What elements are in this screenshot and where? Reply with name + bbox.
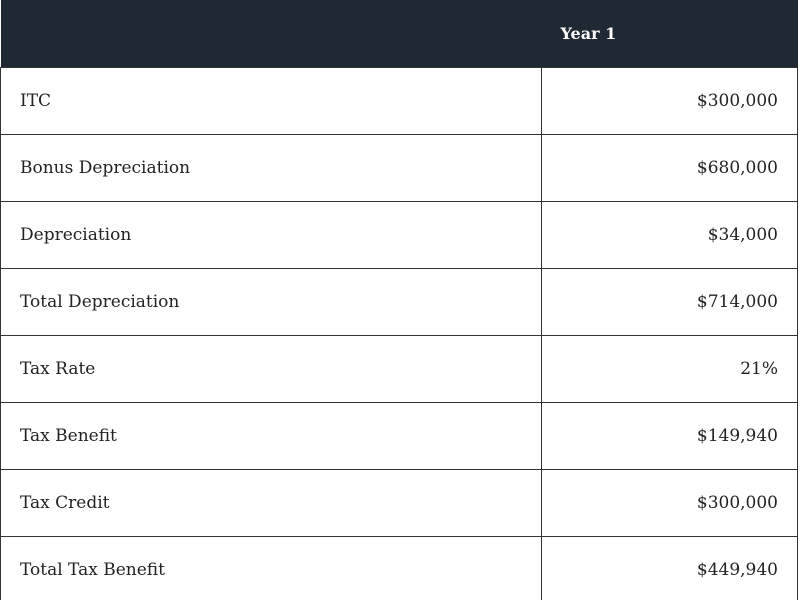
row-value: $680,000 <box>541 134 798 202</box>
row-value: $449,940 <box>541 536 798 600</box>
header-cell <box>0 0 542 68</box>
row-value: $34,000 <box>541 201 798 269</box>
header-cell: Year 1 <box>541 0 798 68</box>
header-row: Year 1 <box>0 0 798 68</box>
table-row: Tax Rate 21% <box>0 335 798 403</box>
table-row: Total Tax Benefit $449,940 <box>0 536 798 600</box>
row-value: $714,000 <box>541 268 798 336</box>
row-value: $300,000 <box>541 67 798 135</box>
row-label: Bonus Depreciation <box>0 134 542 202</box>
table-body: ITC $300,000 Bonus Depreciation $680,000 Dep… <box>0 67 798 600</box>
table-row: ITC $300,000 <box>0 67 798 135</box>
row-label: Tax Rate <box>0 335 542 403</box>
row-value: 21% <box>541 335 798 403</box>
table-row: Depreciation $34,000 <box>0 201 798 269</box>
row-label: Depreciation <box>0 201 542 269</box>
row-value: $300,000 <box>541 469 798 537</box>
table-row: Bonus Depreciation $680,000 <box>0 134 798 202</box>
row-label: Total Tax Benefit <box>0 536 542 600</box>
row-label: Tax Benefit <box>0 402 542 470</box>
table-row: Tax Benefit $149,940 <box>0 402 798 470</box>
table-row: Tax Credit $300,000 <box>0 469 798 537</box>
row-value: $149,940 <box>541 402 798 470</box>
row-label: Total Depreciation <box>0 268 542 336</box>
row-label: Tax Credit <box>0 469 542 537</box>
table-row: Total Depreciation $714,000 <box>0 268 798 336</box>
row-label: ITC <box>0 67 542 135</box>
